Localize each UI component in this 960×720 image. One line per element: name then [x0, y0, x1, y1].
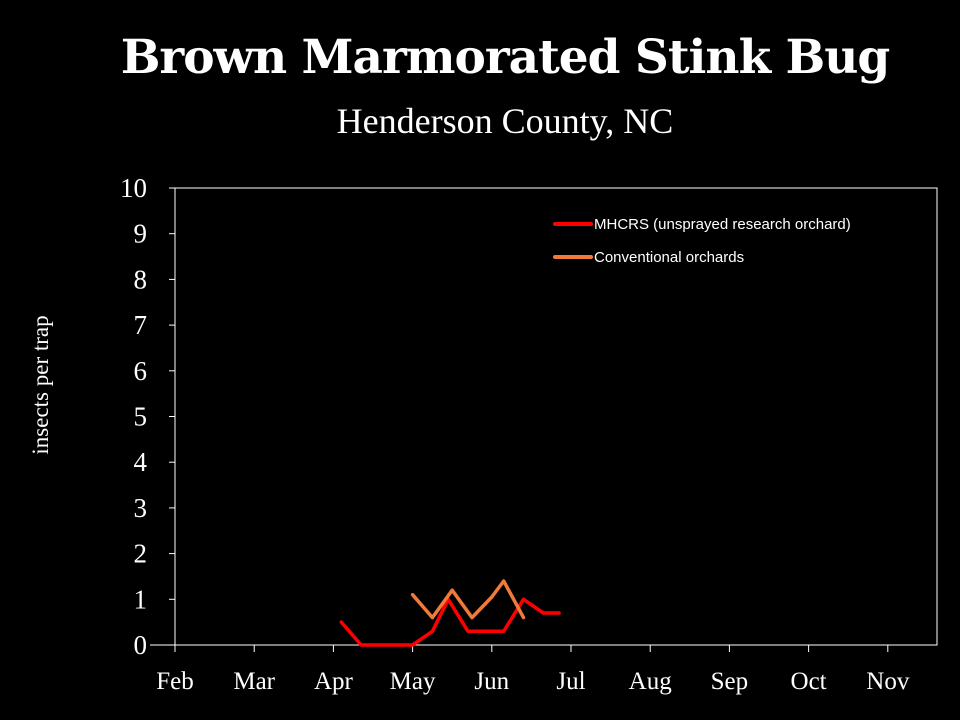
- chart-subtitle: Henderson County, NC: [336, 101, 674, 141]
- series-lines: [339, 579, 561, 647]
- x-tick-label: Nov: [866, 668, 910, 695]
- x-tick-label: Apr: [314, 668, 354, 695]
- x-tick-label: May: [390, 668, 436, 695]
- legend: MHCRS (unsprayed research orchard) Conven…: [553, 216, 851, 266]
- x-tick-label: Feb: [156, 668, 194, 695]
- y-tick-label: 1: [134, 584, 148, 614]
- y-axis: 0 1 2 3 4 5 6 7 8 9 10: [120, 173, 176, 660]
- x-tick-label: Jun: [474, 668, 509, 695]
- y-tick-label: 2: [134, 539, 148, 569]
- y-tick-label: 6: [134, 356, 148, 386]
- y-tick-label: 9: [134, 219, 148, 249]
- y-tick-label: 5: [134, 402, 148, 432]
- x-tick-label: Mar: [233, 668, 275, 695]
- y-tick-label: 0: [134, 630, 148, 660]
- x-tick-label: Jul: [556, 668, 585, 695]
- y-tick-label: 8: [134, 264, 148, 294]
- chart-title: Brown Marmorated Stink Bug: [120, 30, 891, 85]
- y-tick-label: 3: [134, 493, 148, 523]
- y-tick-label: 4: [134, 447, 148, 477]
- y-axis-label: insects per trap: [28, 315, 53, 454]
- legend-label: Conventional orchards: [594, 249, 744, 266]
- x-tick-label: Oct: [791, 668, 827, 695]
- y-tick-label: 7: [134, 310, 148, 340]
- x-axis: Feb Mar Apr May Jun Jul Aug Sep Oct Nov: [150, 644, 937, 695]
- x-tick-label: Aug: [629, 668, 673, 695]
- series-line-1: [410, 579, 526, 620]
- legend-label: MHCRS (unsprayed research orchard): [594, 216, 851, 233]
- x-tick-label: Sep: [711, 668, 749, 695]
- series-line-0: [339, 597, 561, 647]
- y-tick-label: 10: [120, 173, 147, 203]
